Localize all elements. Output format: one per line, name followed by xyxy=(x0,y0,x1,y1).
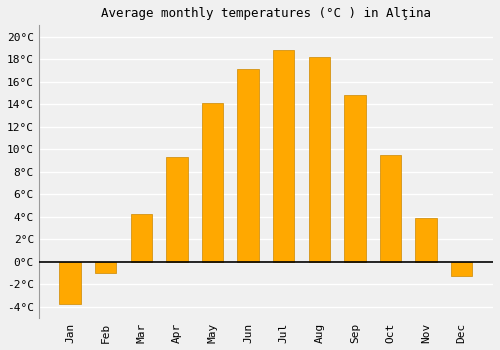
Bar xyxy=(60,262,81,304)
Bar xyxy=(416,218,437,262)
Bar xyxy=(95,262,116,273)
Bar xyxy=(344,95,366,262)
Bar xyxy=(380,155,401,262)
Bar xyxy=(130,215,152,262)
Bar xyxy=(166,157,188,262)
Bar xyxy=(451,262,472,276)
Bar xyxy=(273,50,294,262)
Title: Average monthly temperatures (°C ) in Alţina: Average monthly temperatures (°C ) in Al… xyxy=(101,7,431,20)
Bar xyxy=(238,69,259,262)
Bar xyxy=(202,103,223,262)
Bar xyxy=(308,57,330,262)
